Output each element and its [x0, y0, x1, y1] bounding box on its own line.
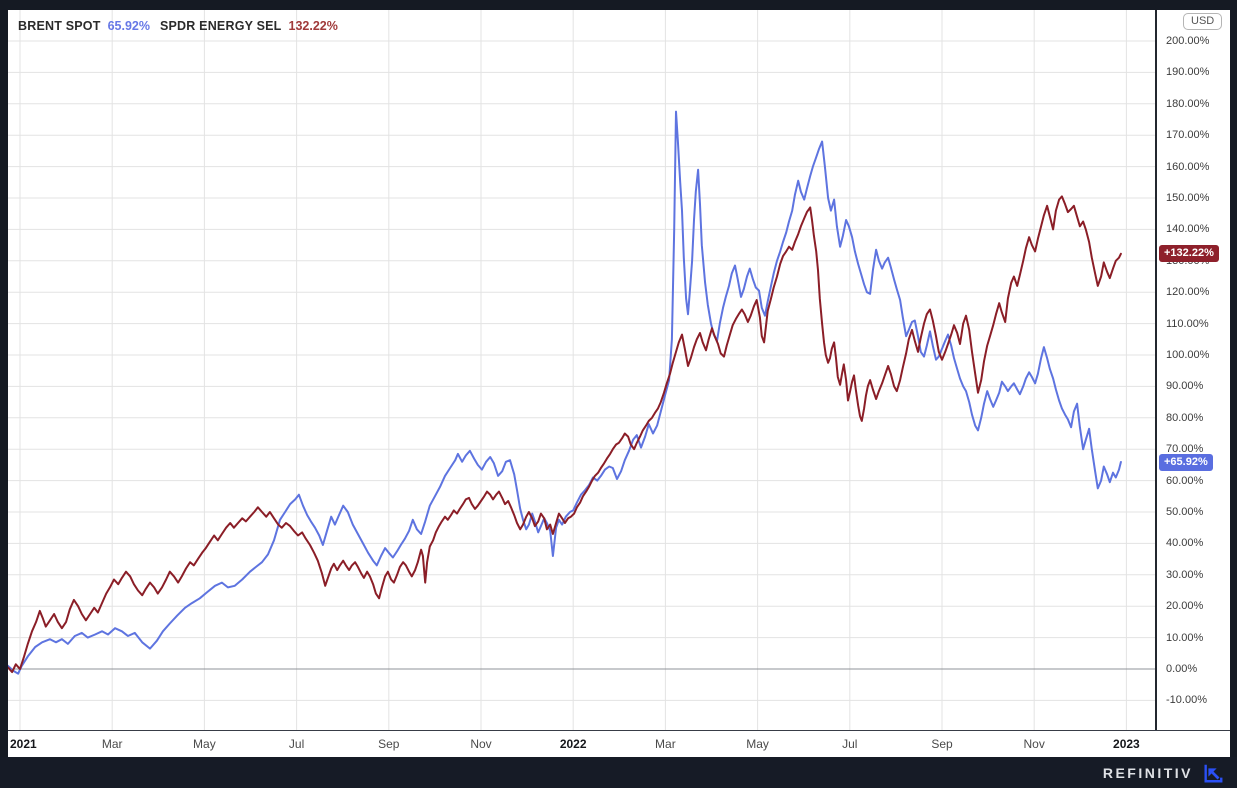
x-axis-label: 2022 [559, 737, 587, 751]
x-axis-strip[interactable]: 2021 Mar May Jul Sep Nov 2022 Mar May Jul Sep Nov 20… [8, 730, 1230, 757]
y-axis-label: 150.00% [1166, 192, 1210, 204]
y-axis-label: 90.00% [1166, 380, 1204, 393]
series-line-brent-spot [8, 110, 1122, 675]
y-axis-label: 60.00% [1166, 474, 1204, 487]
x-axis-label: Sep [931, 737, 953, 751]
x-axis-label: Mar [655, 737, 676, 751]
y-axis-label: 50.00% [1166, 506, 1204, 518]
y-axis-label: 200.00% [1166, 35, 1210, 47]
refinitiv-logo-icon [1204, 764, 1223, 782]
y-axis-label: 40.00% [1166, 537, 1204, 550]
y-axis-label: 80.00% [1166, 411, 1204, 424]
y-axis-label: 20.00% [1166, 600, 1204, 613]
x-axis-label: May [746, 737, 769, 751]
refinitiv-brand-text: REFINITIV [1102, 764, 1193, 781]
x-axis-label: Mar [101, 737, 123, 751]
y-axis-label: 0.00% [1166, 663, 1198, 675]
y-axis-label: -10.00% [1166, 694, 1207, 707]
y-axis-label: 10.00% [1166, 631, 1204, 644]
y-axis-panel[interactable]: USD 200.00% 190.00% 180.00% 170.00% 160.00% 1… [1155, 10, 1230, 757]
chart-legend: BRENT SPOT 65.92% SPDR ENERGY SEL 132.22… [18, 18, 340, 34]
x-axis-label: Jul [288, 737, 305, 751]
x-axis-label: Jul [842, 737, 858, 751]
legend-item-spdr-energy[interactable]: SPDR ENERGY SEL 132.22% [160, 18, 340, 34]
x-axis-label: Nov [470, 737, 492, 751]
y-axis-label: 190.00% [1166, 66, 1210, 79]
y-axis-label: 70.00% [1166, 443, 1204, 456]
legend-item-brent-spot[interactable]: BRENT SPOT 65.92% [18, 18, 150, 34]
x-axis-label: May [193, 737, 216, 751]
grid-lines [8, 10, 1155, 730]
y-axis-label: 110.00% [1166, 317, 1209, 330]
y-axis-label: 100.00% [1166, 349, 1210, 361]
y-axis-label: 180.00% [1166, 97, 1210, 110]
series-name: SPDR ENERGY SEL [159, 19, 282, 33]
y-axis-label: 170.00% [1166, 129, 1210, 142]
series-value: 132.22% [288, 19, 338, 33]
y-axis-label: 140.00% [1166, 223, 1210, 236]
x-axis-label: 2023 [1113, 737, 1140, 751]
last-price-badge-spdr: +132.22% [1159, 245, 1219, 263]
y-axis-label: 30.00% [1166, 568, 1204, 581]
chart-canvas[interactable] [8, 10, 1155, 730]
series-line-spdr-energy [8, 195, 1122, 674]
footer-bar: REFINITIV [0, 757, 1237, 788]
x-axis-label: 2021 [10, 737, 37, 751]
price-chart-plot[interactable]: BRENT SPOT 65.92% SPDR ENERGY SEL 132.22… [8, 10, 1155, 730]
y-axis-label: 120.00% [1166, 286, 1210, 299]
series-name: BRENT SPOT [18, 19, 101, 33]
y-axis-label: 160.00% [1166, 160, 1210, 173]
series-value: 65.92% [107, 19, 150, 33]
currency-usd-button[interactable]: USD [1183, 13, 1223, 30]
x-axis-label: Nov [1023, 737, 1045, 751]
last-price-badge-brent: +65.92% [1159, 453, 1213, 471]
x-axis-label: Sep [378, 737, 400, 751]
